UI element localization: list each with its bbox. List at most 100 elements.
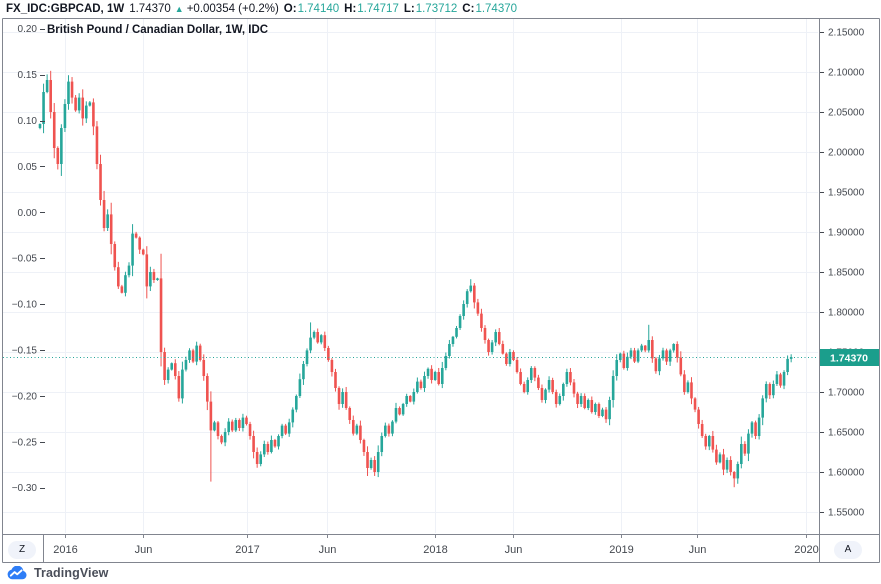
candle [740, 444, 743, 464]
candle [95, 126, 99, 164]
candle [772, 384, 775, 396]
candle [718, 454, 722, 463]
svg-text:−0.05: −0.05 [12, 254, 38, 265]
candle [508, 352, 512, 364]
candle [529, 368, 533, 380]
candle [437, 372, 441, 384]
candle [152, 272, 156, 280]
plot-area[interactable] [3, 19, 818, 533]
svg-text:2.05000: 2.05000 [828, 108, 865, 119]
candle [401, 404, 405, 415]
svg-text:−0.30: −0.30 [12, 483, 38, 494]
candle [134, 233, 138, 238]
open-label: O: [283, 3, 297, 15]
candle [640, 345, 643, 351]
candle [626, 356, 629, 368]
candle [220, 436, 223, 443]
timezone-button[interactable]: Z [8, 541, 36, 559]
time-scale[interactable] [44, 535, 818, 561]
candle [42, 92, 45, 124]
candle [693, 398, 697, 410]
candle [127, 265, 131, 276]
svg-text:0.15: 0.15 [18, 70, 38, 81]
last-price: 1.74370 [129, 3, 171, 15]
candle [173, 363, 177, 376]
candle [398, 408, 401, 415]
candle [312, 332, 316, 338]
candle [216, 422, 220, 436]
candle [754, 422, 757, 436]
candle [230, 421, 234, 431]
candle [651, 340, 654, 359]
svg-text:Jun: Jun [689, 544, 707, 556]
candle [608, 400, 611, 420]
symbol-name: FX_IDC:GBPCAD, 1W [6, 3, 125, 15]
candle [109, 214, 113, 244]
candle [262, 444, 266, 455]
candle [117, 267, 120, 287]
candle [351, 420, 355, 434]
current-price-label-text: 1.74370 [830, 353, 868, 365]
candlestick-series [38, 70, 793, 488]
candle [647, 340, 651, 351]
candle [198, 345, 202, 360]
candle [163, 352, 166, 380]
candle [181, 369, 184, 399]
candle [743, 444, 747, 454]
candle [419, 381, 423, 388]
candle [786, 358, 789, 372]
candle [497, 332, 501, 344]
close-label: C: [462, 3, 475, 15]
candle [747, 433, 750, 454]
candle [156, 278, 159, 280]
candle [590, 400, 594, 412]
candle [732, 472, 736, 479]
candle [565, 372, 569, 384]
svg-text:2017: 2017 [235, 544, 259, 556]
symbol-legend: FX_IDC:GBPCAD, 1W 1.74370 ▲ +0.00354 (+0.2%… [6, 1, 517, 17]
candle [355, 425, 359, 434]
candle [384, 425, 387, 436]
svg-text:1.70000: 1.70000 [828, 388, 865, 399]
candle [84, 105, 88, 119]
candle [291, 409, 295, 423]
candle [476, 302, 480, 314]
tradingview-logo-text: TradingView [34, 566, 109, 580]
svg-text:1.80000: 1.80000 [828, 308, 865, 319]
current-price-label [820, 349, 879, 366]
candle [473, 285, 476, 303]
candle [266, 444, 270, 452]
svg-text:2.15000: 2.15000 [828, 28, 865, 39]
price-scale[interactable] [820, 19, 878, 533]
candle [661, 350, 665, 359]
candle [768, 384, 772, 396]
svg-text:1.95000: 1.95000 [828, 188, 865, 199]
candle [540, 388, 544, 400]
candle [583, 396, 586, 408]
candle [487, 340, 490, 352]
candle [270, 440, 273, 452]
candle [586, 400, 590, 408]
candle [679, 357, 683, 375]
candle [707, 436, 711, 447]
candle [362, 440, 366, 452]
candle [715, 449, 718, 463]
candle [309, 337, 312, 351]
candle [729, 460, 732, 472]
candle [636, 350, 640, 362]
left-axis: 0.20 0.15 0.10 0.05 0.00 −0.05 −0.10 −0.15 −0.20… [12, 24, 45, 494]
candle [622, 353, 626, 368]
tradingview-logo[interactable]: TradingView [6, 566, 109, 580]
candle [245, 417, 248, 424]
candle [519, 372, 522, 384]
candle [494, 332, 497, 343]
candle [195, 345, 198, 362]
candle [52, 112, 56, 148]
autoscale-button[interactable]: A [834, 541, 862, 559]
candle [49, 80, 52, 112]
candle [45, 80, 49, 92]
candle [451, 336, 455, 344]
candle [99, 164, 102, 200]
